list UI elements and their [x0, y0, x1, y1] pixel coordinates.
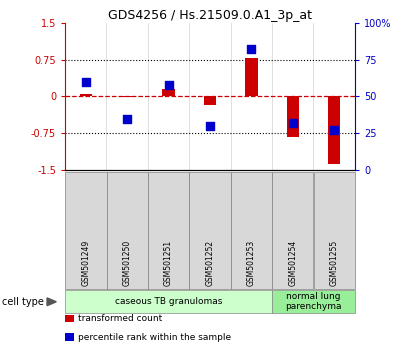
- Text: GSM501253: GSM501253: [247, 239, 256, 286]
- Point: [248, 47, 255, 52]
- Bar: [204, 96, 216, 105]
- Text: caseous TB granulomas: caseous TB granulomas: [115, 297, 222, 306]
- Bar: [163, 89, 175, 96]
- Point: [165, 82, 172, 87]
- Text: cell type: cell type: [2, 297, 44, 307]
- Text: GSM501252: GSM501252: [205, 240, 215, 286]
- Text: GSM501251: GSM501251: [164, 240, 173, 286]
- Text: GSM501249: GSM501249: [81, 239, 90, 286]
- Point: [289, 120, 296, 126]
- Text: GSM501255: GSM501255: [330, 239, 339, 286]
- Text: normal lung
parenchyma: normal lung parenchyma: [285, 292, 342, 312]
- Point: [207, 123, 213, 129]
- Bar: [121, 96, 134, 97]
- Text: transformed count: transformed count: [78, 314, 162, 323]
- Text: GSM501250: GSM501250: [123, 239, 132, 286]
- Bar: [245, 58, 257, 96]
- Point: [331, 127, 338, 133]
- Point: [82, 79, 89, 85]
- Bar: [80, 94, 92, 96]
- Text: percentile rank within the sample: percentile rank within the sample: [78, 332, 231, 342]
- Text: GSM501254: GSM501254: [288, 239, 297, 286]
- Point: [124, 116, 131, 121]
- Title: GDS4256 / Hs.21509.0.A1_3p_at: GDS4256 / Hs.21509.0.A1_3p_at: [108, 9, 312, 22]
- Bar: [328, 96, 340, 164]
- Bar: [286, 96, 299, 137]
